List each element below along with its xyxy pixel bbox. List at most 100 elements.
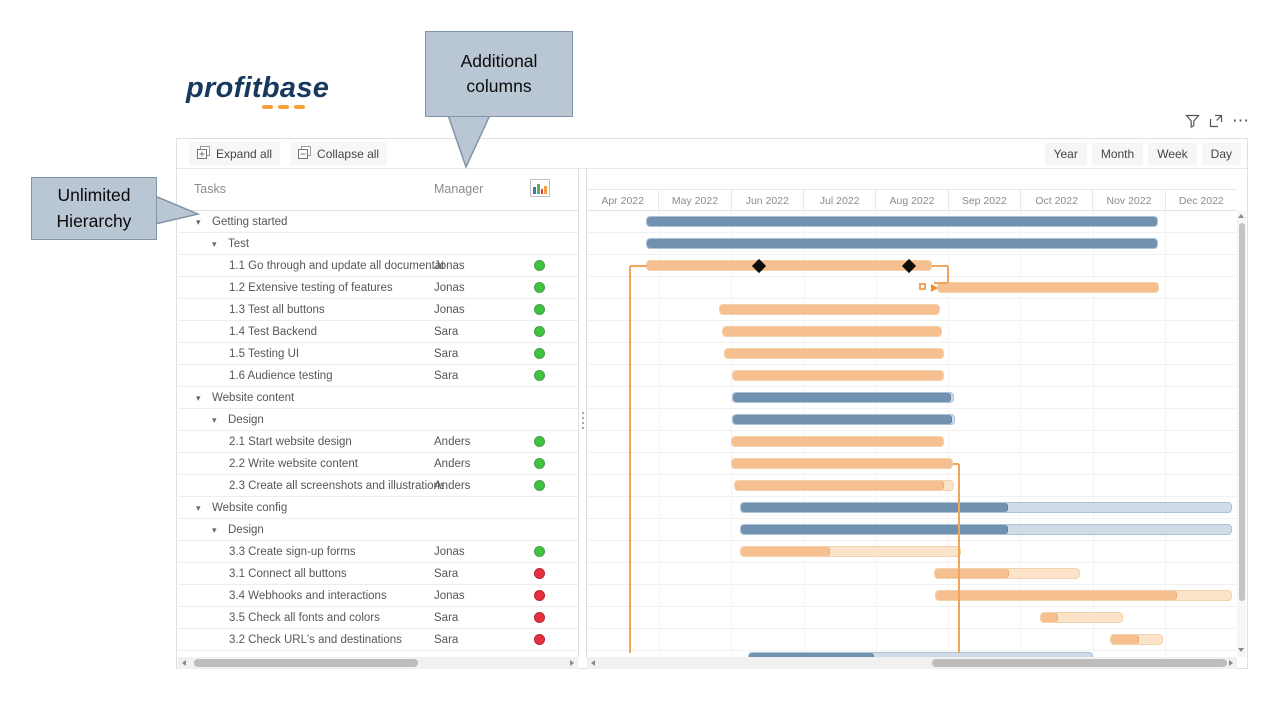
month-gridline xyxy=(731,211,732,657)
table-row[interactable]: 1.3 Test all buttons Jonas xyxy=(178,299,578,321)
table-row[interactable]: ▾ Design xyxy=(178,409,578,431)
table-row[interactable]: ▾ xyxy=(178,651,578,657)
manager-value: Jonas xyxy=(434,590,465,602)
manager-value: Sara xyxy=(434,634,459,646)
expand-all-label: Expand all xyxy=(216,146,273,161)
table-row[interactable]: 3.2 Check URL's and destinations Sara xyxy=(178,629,578,651)
status-indicator-green xyxy=(534,260,545,271)
view-button-month[interactable]: Month xyxy=(1091,142,1144,165)
chart-column-icon[interactable] xyxy=(530,179,550,197)
gantt-bar-task[interactable] xyxy=(934,568,1080,579)
view-button-year[interactable]: Year xyxy=(1044,142,1087,165)
table-row[interactable]: ▾ Test xyxy=(178,233,578,255)
chart-row xyxy=(587,233,1237,255)
view-button-day[interactable]: Day xyxy=(1201,142,1241,165)
scroll-up-icon[interactable] xyxy=(1238,214,1244,218)
gantt-bar-summary[interactable] xyxy=(732,414,955,425)
gantt-bar-task[interactable] xyxy=(646,260,932,271)
gantt-bar-summary[interactable] xyxy=(740,524,1232,535)
task-label: 1.1 Go through and update all documentat… xyxy=(229,260,444,272)
caret-down-icon[interactable]: ▾ xyxy=(212,239,217,249)
dependency-line xyxy=(934,282,948,284)
fullscreen-icon[interactable] xyxy=(1209,114,1223,128)
caret-down-icon[interactable]: ▾ xyxy=(212,525,217,535)
table-row[interactable]: 1.1 Go through and update all documentat… xyxy=(178,255,578,277)
table-row[interactable]: 2.3 Create all screenshots and illustrat… xyxy=(178,475,578,497)
gantt-bar-task[interactable] xyxy=(724,348,944,359)
table-row[interactable]: 2.2 Write website content Anders xyxy=(178,453,578,475)
caret-down-icon[interactable]: ▾ xyxy=(212,415,217,425)
table-row[interactable]: 3.4 Webhooks and interactions Jonas xyxy=(178,585,578,607)
status-indicator-green xyxy=(534,370,545,381)
table-row[interactable]: 3.5 Check all fonts and colors Sara xyxy=(178,607,578,629)
gantt-bar-summary[interactable] xyxy=(740,502,1232,513)
table-scrollbar-thumb[interactable] xyxy=(194,659,418,667)
collapse-all-icon xyxy=(298,145,312,162)
zoom-level-buttons: Year Month Week Day xyxy=(1040,142,1241,165)
table-row[interactable]: 1.6 Audience testing Sara xyxy=(178,365,578,387)
gantt-bar-task[interactable] xyxy=(734,480,954,491)
manager-value: Sara xyxy=(434,612,459,624)
table-header: Tasks Manager xyxy=(178,169,578,211)
table-row[interactable]: 1.2 Extensive testing of features Jonas xyxy=(178,277,578,299)
month-gridline xyxy=(1020,211,1021,657)
gantt-bar-summary[interactable] xyxy=(646,216,1158,227)
status-indicator-red xyxy=(534,634,545,645)
scroll-right-icon[interactable] xyxy=(1229,660,1233,666)
scroll-left-icon[interactable] xyxy=(182,660,186,666)
gantt-bar-task[interactable] xyxy=(732,370,944,381)
table-horizontal-scrollbar[interactable] xyxy=(178,657,578,669)
gantt-bar-summary[interactable] xyxy=(732,392,954,403)
expand-all-button[interactable]: Expand all xyxy=(189,141,281,166)
chart-horizontal-scrollbar[interactable] xyxy=(587,657,1237,669)
gantt-bar-task[interactable] xyxy=(1110,634,1163,645)
gantt-bar-task[interactable] xyxy=(937,282,1159,293)
gantt-bar-task[interactable] xyxy=(722,326,942,337)
table-row[interactable]: ▾ Website config xyxy=(178,497,578,519)
scroll-down-icon[interactable] xyxy=(1238,648,1244,652)
gantt-bar-progress xyxy=(749,653,874,657)
scroll-right-icon[interactable] xyxy=(570,660,574,666)
table-row[interactable]: 3.1 Connect all buttons Sara xyxy=(178,563,578,585)
chart-row xyxy=(587,343,1237,365)
manager-value: Anders xyxy=(434,436,471,448)
month-label: May 2022 xyxy=(658,190,730,211)
gantt-bar-summary[interactable] xyxy=(748,652,1093,657)
caret-down-icon[interactable]: ▾ xyxy=(196,503,201,513)
gantt-bar-task[interactable] xyxy=(719,304,940,315)
table-row[interactable]: 2.1 Start website design Anders xyxy=(178,431,578,453)
chart-vscrollbar-thumb[interactable] xyxy=(1238,223,1245,601)
month-label: Nov 2022 xyxy=(1092,190,1164,211)
status-indicator-green xyxy=(534,326,545,337)
caret-down-icon[interactable]: ▾ xyxy=(196,393,201,403)
gantt-bar-task[interactable] xyxy=(935,590,1232,601)
chart-row xyxy=(587,563,1237,585)
caret-down-icon[interactable]: ▾ xyxy=(196,217,201,227)
view-button-week[interactable]: Week xyxy=(1148,142,1197,165)
pane-splitter-handle[interactable] xyxy=(580,407,585,433)
chart-row xyxy=(587,475,1237,497)
chart-scrollbar-thumb[interactable] xyxy=(932,659,1227,667)
table-row[interactable]: ▾ Design xyxy=(178,519,578,541)
collapse-all-button[interactable]: Collapse all xyxy=(290,141,388,166)
gantt-bar-task[interactable] xyxy=(1040,612,1123,623)
table-row[interactable]: ▾ Getting started xyxy=(178,211,578,233)
table-row[interactable]: 1.4 Test Backend Sara xyxy=(178,321,578,343)
scroll-left-icon[interactable] xyxy=(591,660,595,666)
gantt-bar-summary[interactable] xyxy=(646,238,1158,249)
chart-vertical-scrollbar[interactable] xyxy=(1237,211,1246,657)
task-label: 3.3 Create sign-up forms xyxy=(229,546,356,558)
gantt-bar-progress xyxy=(723,327,941,336)
more-options-icon[interactable]: ⋯ xyxy=(1232,111,1250,130)
gantt-bar-task[interactable] xyxy=(731,458,953,469)
filter-icon[interactable] xyxy=(1185,114,1200,128)
month-label: Sep 2022 xyxy=(947,190,1020,211)
table-row[interactable]: 1.5 Testing UI Sara xyxy=(178,343,578,365)
table-row[interactable]: ▾ Website content xyxy=(178,387,578,409)
gantt-bar-task[interactable] xyxy=(740,546,961,557)
month-gridline xyxy=(1165,211,1166,657)
table-row[interactable]: 3.3 Create sign-up forms Jonas xyxy=(178,541,578,563)
manager-value: Jonas xyxy=(434,304,465,316)
gantt-bar-task[interactable] xyxy=(731,436,944,447)
